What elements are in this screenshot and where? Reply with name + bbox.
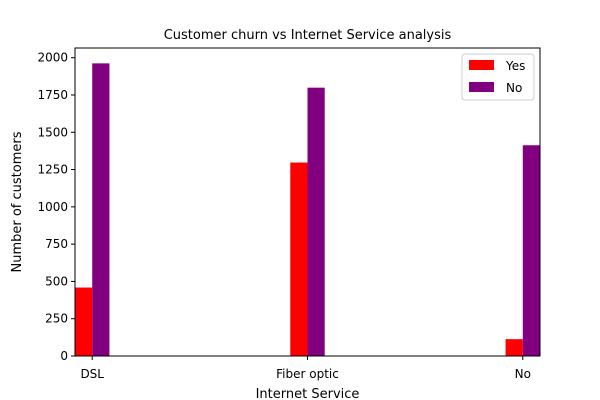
y-tick-label: 1250: [37, 163, 68, 177]
bar-no-0: [92, 63, 110, 357]
bar-yes-1: [290, 162, 308, 356]
y-axis: 0 250 500 750 1000 1250 1500 1750 2000: [37, 51, 75, 363]
bars-group: [75, 63, 540, 357]
x-tick-label: No: [515, 367, 531, 381]
bar-yes-0: [75, 287, 93, 356]
legend-label-no: No: [506, 81, 522, 95]
y-tick-label: 1000: [37, 200, 68, 214]
y-tick-label: 750: [45, 237, 68, 251]
bar-no-1: [307, 87, 325, 357]
x-axis: DSL Fiber optic No: [80, 356, 531, 381]
legend-label-yes: Yes: [505, 59, 525, 73]
legend-swatch-no: [469, 82, 494, 92]
y-tick-label: 2000: [37, 51, 68, 65]
y-tick-label: 500: [45, 274, 68, 288]
y-tick-label: 250: [45, 312, 68, 326]
y-tick-label: 1500: [37, 125, 68, 139]
x-tick-label: Fiber optic: [276, 367, 339, 381]
legend: Yes No: [461, 53, 535, 101]
y-tick-label: 0: [60, 349, 68, 363]
y-tick-label: 1750: [37, 88, 68, 102]
bar-yes-2: [505, 339, 523, 356]
bar-no-2: [522, 145, 540, 356]
chart-title: Customer churn vs Internet Service analy…: [164, 28, 452, 43]
legend-swatch-yes: [469, 60, 494, 70]
x-tick-label: DSL: [80, 367, 104, 381]
y-axis-label: Number of customers: [10, 131, 25, 272]
x-axis-label: Internet Service: [256, 387, 360, 400]
